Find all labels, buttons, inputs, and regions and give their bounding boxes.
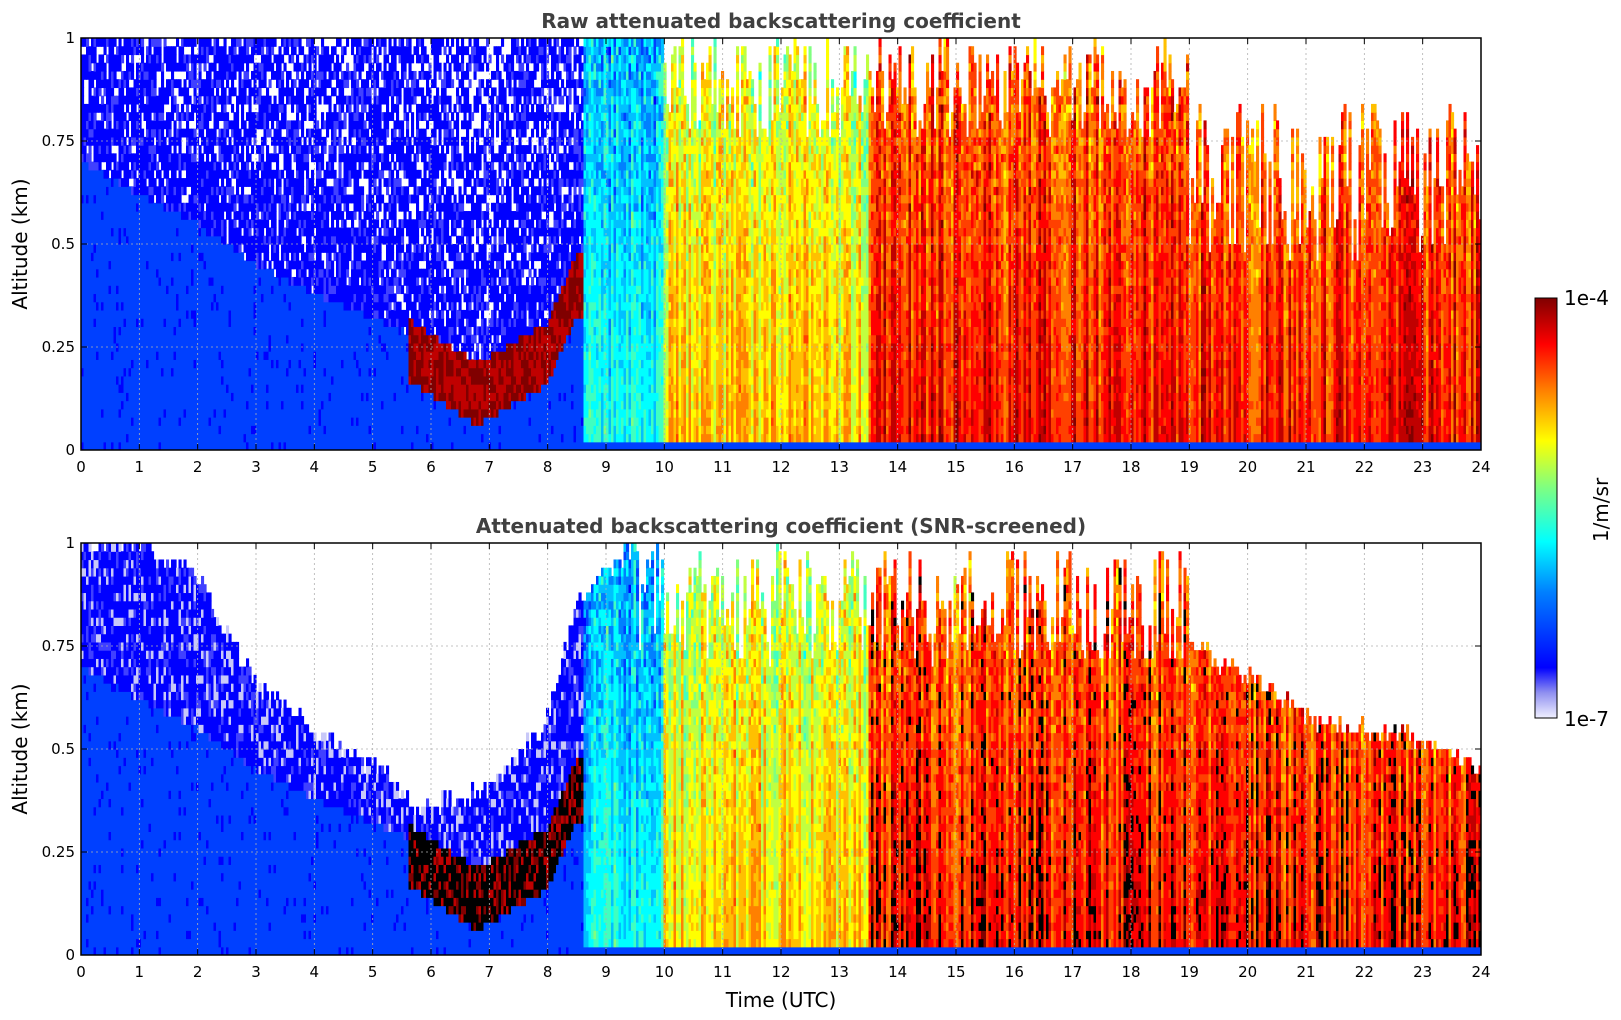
- panel-title-screened: Attenuated backscattering coefficient (S…: [476, 514, 1086, 538]
- x-tick-label: 21: [1296, 963, 1315, 981]
- y-tick-label: 0: [65, 946, 75, 964]
- x-tick-label: 9: [601, 458, 611, 476]
- panel-screened: Attenuated backscattering coefficient (S…: [8, 514, 1491, 1012]
- x-tick-label: 0: [76, 963, 86, 981]
- y-tick-label: 0: [65, 441, 75, 459]
- x-tick-label: 20: [1238, 963, 1257, 981]
- x-axis-label: Time (UTC): [725, 988, 837, 1012]
- panel-title-raw: Raw attenuated backscattering coefficien…: [541, 9, 1021, 33]
- x-tick-label: 1: [135, 458, 145, 476]
- x-tick-label: 8: [543, 458, 553, 476]
- x-tick-label: 9: [601, 963, 611, 981]
- x-tick-label: 21: [1296, 458, 1315, 476]
- x-tick-label: 16: [1005, 458, 1024, 476]
- colorbar-gradient: [1534, 297, 1558, 719]
- x-tick-label: 0: [76, 458, 86, 476]
- x-tick-label: 18: [1121, 458, 1140, 476]
- y-tick-label: 1: [65, 29, 75, 47]
- x-tick-label: 4: [310, 458, 320, 476]
- x-tick-label: 14: [888, 458, 907, 476]
- y-tick-label: 0.25: [42, 843, 75, 861]
- colorbar-min-label: 1e-7: [1564, 707, 1609, 731]
- x-tick-label: 5: [368, 458, 378, 476]
- x-tick-label: 2: [193, 963, 203, 981]
- x-tick-label: 18: [1121, 963, 1140, 981]
- x-tick-label: 1: [135, 963, 145, 981]
- x-tick-label: 14: [888, 963, 907, 981]
- x-tick-label: 12: [771, 963, 790, 981]
- x-tick-label: 16: [1005, 963, 1024, 981]
- x-tick-label: 19: [1180, 963, 1199, 981]
- x-tick-label: 22: [1355, 458, 1374, 476]
- x-tick-label: 17: [1063, 963, 1082, 981]
- x-tick-label: 7: [485, 458, 495, 476]
- colorbar: 1e-4 1e-7 1/m/sr: [1534, 286, 1613, 731]
- x-tick-label: 10: [655, 458, 674, 476]
- x-tick-label: 23: [1413, 963, 1432, 981]
- x-tick-label: 19: [1180, 458, 1199, 476]
- x-tick-label: 13: [830, 458, 849, 476]
- x-tick-label: 24: [1471, 458, 1490, 476]
- x-tick-label: 6: [426, 458, 436, 476]
- x-tick-label: 8: [543, 963, 553, 981]
- y-tick-label: 0.5: [51, 740, 75, 758]
- x-tick-label: 11: [713, 458, 732, 476]
- x-tick-label: 6: [426, 963, 436, 981]
- x-tick-label: 4: [310, 963, 320, 981]
- colorbar-unit-label: 1/m/sr: [1589, 477, 1613, 542]
- y-tick-label: 0.5: [51, 235, 75, 253]
- x-tick-label: 17: [1063, 458, 1082, 476]
- panel-raw: Raw attenuated backscattering coefficien…: [8, 9, 1491, 476]
- y-tick-label: 0.75: [42, 637, 75, 655]
- x-tick-label: 3: [251, 963, 261, 981]
- y-axis-label-screened: Altitude (km): [8, 683, 32, 814]
- x-tick-label: 12: [771, 458, 790, 476]
- x-tick-label: 22: [1355, 963, 1374, 981]
- x-tick-label: 10: [655, 963, 674, 981]
- y-tick-label: 1: [65, 534, 75, 552]
- y-tick-label: 0.75: [42, 132, 75, 150]
- x-tick-label: 13: [830, 963, 849, 981]
- x-tick-label: 20: [1238, 458, 1257, 476]
- colorbar-max-label: 1e-4: [1564, 286, 1609, 310]
- x-tick-label: 11: [713, 963, 732, 981]
- y-tick-label: 0.25: [42, 338, 75, 356]
- x-tick-label: 24: [1471, 963, 1490, 981]
- x-tick-label: 5: [368, 963, 378, 981]
- x-tick-label: 7: [485, 963, 495, 981]
- x-tick-label: 2: [193, 458, 203, 476]
- x-tick-label: 23: [1413, 458, 1432, 476]
- x-tick-label: 15: [946, 963, 965, 981]
- x-tick-label: 15: [946, 458, 965, 476]
- x-tick-label: 3: [251, 458, 261, 476]
- y-axis-label-raw: Altitude (km): [8, 178, 32, 309]
